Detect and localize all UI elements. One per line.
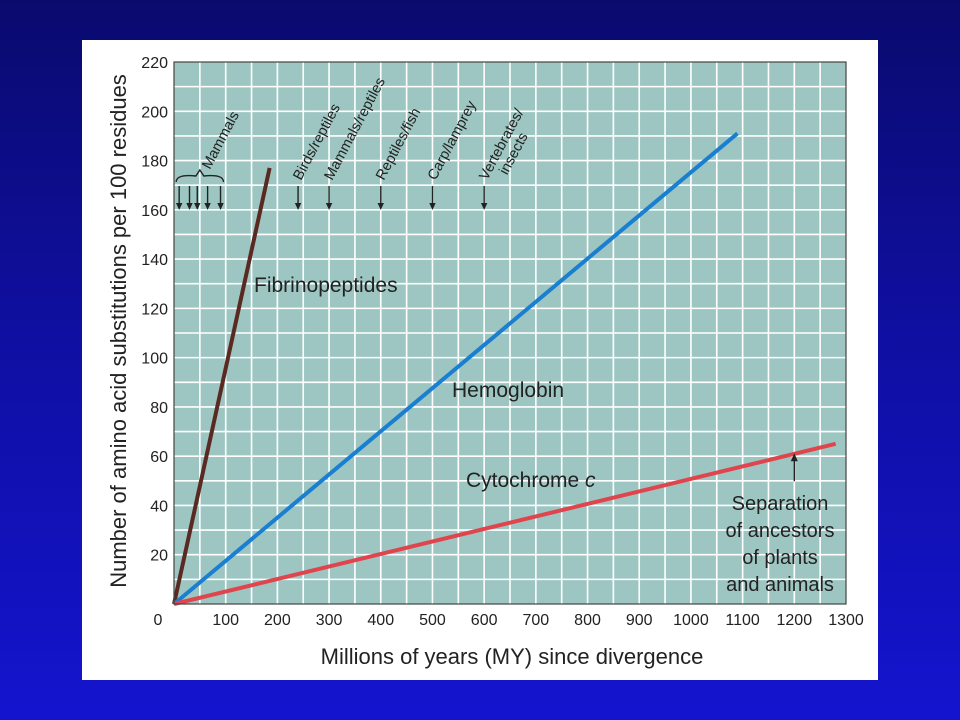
- x-tick-label: 400: [367, 612, 394, 629]
- series-layer: [172, 131, 837, 606]
- y-tick-label: 80: [150, 400, 168, 417]
- x-tick-label: 100: [212, 612, 239, 629]
- series-label-hemoglobin: Hemoglobin: [452, 379, 564, 402]
- y-tick-label: 60: [150, 449, 168, 466]
- series-label-cytochrome-main: Cytochrome: [466, 469, 585, 492]
- series-label-cytochrome-italic: c: [585, 469, 596, 492]
- x-tick-label: 700: [522, 612, 549, 629]
- x-tick-label: 200: [264, 612, 291, 629]
- y-tick-label: 20: [150, 548, 168, 565]
- x-tick-label: 300: [316, 612, 343, 629]
- y-tick-label: 220: [141, 55, 168, 72]
- y-tick-label: 200: [141, 104, 168, 121]
- annotation-line-2: of ancestors: [726, 520, 835, 542]
- series-line-hemoglobin: [172, 131, 739, 606]
- x-tick-label: 1200: [777, 612, 813, 629]
- annotation-line-3: of plants: [742, 547, 818, 569]
- event-arrow-head: [194, 203, 201, 210]
- slide-panel: 0 100 200 300 400 500 600 700 800 900 1000 1100 1200…: [82, 40, 878, 680]
- y-tick-label: 140: [141, 252, 168, 269]
- x-tick-label: 800: [574, 612, 601, 629]
- event-arrow-head: [325, 203, 333, 210]
- annotation-arrow-head: [790, 453, 798, 462]
- x-tick-label: 500: [419, 612, 446, 629]
- event-arrow-head: [429, 203, 436, 210]
- y-tick-label: 40: [150, 498, 168, 515]
- x-tick-label: 1000: [673, 612, 709, 629]
- y-tick-label: 120: [141, 301, 168, 318]
- event-arrow-head: [186, 203, 193, 210]
- y-axis-title: Number of amino acid substitutions per 1…: [106, 74, 131, 588]
- annotation-line-4: and animals: [726, 574, 834, 596]
- series-line-fibrinopeptides: [172, 167, 272, 605]
- event-arrow-head: [480, 203, 488, 210]
- y-tick-label: 160: [141, 203, 168, 220]
- event-arrow-head: [204, 203, 211, 210]
- event-arrow-head: [175, 203, 183, 210]
- divergence-chart: 0 100 200 300 400 500 600 700 800 900 1000 1100 1200…: [106, 55, 864, 669]
- tick-labels: 0 100 200 300 400 500 600 700 800 900 1000 1100 1200…: [141, 55, 864, 629]
- x-axis-title: Millions of years (MY) since divergence: [321, 644, 704, 669]
- y-tick-label: 100: [141, 351, 168, 368]
- series-label-fibrinopeptides: Fibrinopeptides: [254, 274, 398, 297]
- series-line-cytochrome-c: [173, 441, 837, 606]
- separation-annotation: Separation of ancestors of plants and an…: [726, 453, 835, 596]
- annotation-line-1: Separation: [732, 493, 829, 515]
- x-tick-label: 0: [154, 612, 163, 629]
- plot-frame: [173, 61, 847, 605]
- event-arrow-head: [217, 203, 224, 210]
- x-tick-label: 1100: [725, 612, 760, 629]
- x-tick-label: 1300: [828, 612, 864, 629]
- x-tick-label: 900: [626, 612, 653, 629]
- event-arrow-head: [377, 203, 384, 210]
- x-tick-label: 600: [471, 612, 498, 629]
- mammals-brace: [175, 168, 225, 183]
- y-tick-label: 180: [141, 154, 168, 171]
- series-label-cytochrome-c: Cytochrome c: [466, 469, 596, 492]
- event-arrow-head: [294, 203, 302, 210]
